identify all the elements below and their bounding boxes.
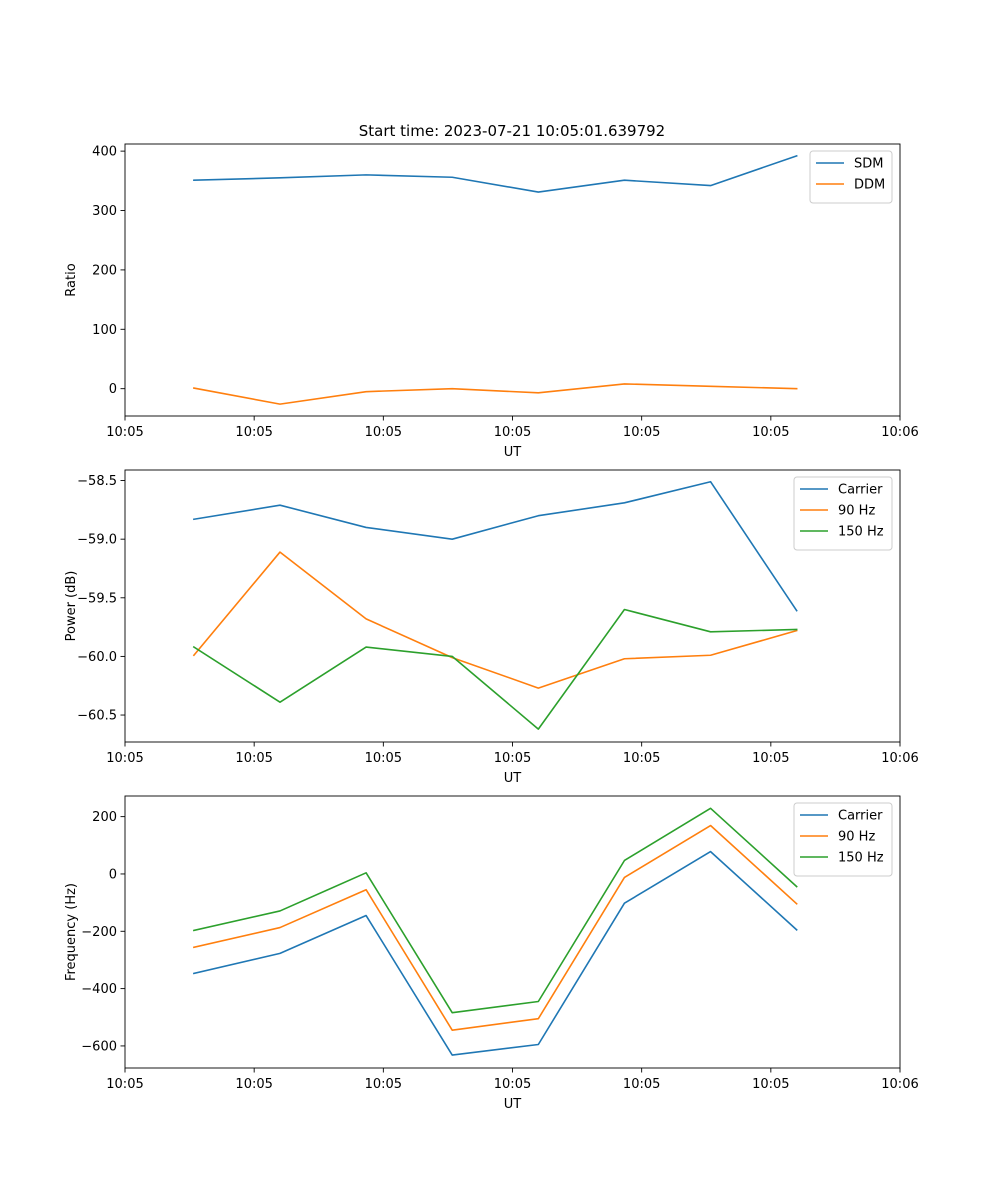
legend-label: DDM <box>854 178 885 193</box>
x-tick-label: 10:05 <box>106 751 143 766</box>
y-tick-label: −60.0 <box>77 650 117 665</box>
y-tick-label: 100 <box>92 323 117 338</box>
y-tick-label: 0 <box>109 867 117 882</box>
x-tick-label: 10:05 <box>752 1077 789 1092</box>
x-tick-label: 10:05 <box>365 1077 402 1092</box>
y-tick-label: −59.5 <box>77 591 117 606</box>
y-axis-label: Frequency (Hz) <box>64 883 79 981</box>
legend: Carrier 90 Hz 150 Hz <box>793 802 893 877</box>
figure-title: Start time: 2023-07-21 10:05:01.639792 <box>359 122 665 140</box>
series-line-150-hz <box>192 608 798 730</box>
legend-label: 90 Hz <box>838 830 875 845</box>
y-axis-label: Ratio <box>64 263 79 296</box>
series-line-carrier <box>192 850 798 1056</box>
x-tick-label: 10:05 <box>494 425 531 440</box>
chart-panel-1: 0 100 200 300 400 10:05 10:05 10:05 10:05 10:05 10… <box>64 143 919 460</box>
y-tick-label: −200 <box>81 925 117 940</box>
x-tick-label: 10:05 <box>235 425 272 440</box>
y-tick-label: 0 <box>109 382 117 397</box>
x-tick-label: 10:05 <box>623 425 660 440</box>
y-tick-label: 400 <box>92 145 117 160</box>
x-tick-label: 10:05 <box>235 751 272 766</box>
y-tick-label: −60.5 <box>77 709 117 724</box>
legend-box <box>809 150 893 204</box>
panels: 0 100 200 300 400 10:05 10:05 10:05 10:05 10:05 10… <box>64 143 919 1112</box>
x-tick-label: 10:05 <box>752 425 789 440</box>
legend: Carrier 90 Hz 150 Hz <box>793 476 893 551</box>
y-tick-label: −59.0 <box>77 533 117 548</box>
x-tick-label: 10:05 <box>106 425 143 440</box>
y-tick-label: −600 <box>81 1039 117 1054</box>
y-tick-label: 300 <box>92 204 117 219</box>
y-tick-label: 200 <box>92 263 117 278</box>
x-tick-label: 10:05 <box>494 751 531 766</box>
y-axis-label: Power (dB) <box>64 571 79 642</box>
x-tick-label: 10:05 <box>494 1077 531 1092</box>
x-tick-label: 10:06 <box>881 751 918 766</box>
plot-area <box>125 796 900 1068</box>
legend-label: 90 Hz <box>838 504 875 519</box>
series-line-carrier <box>192 480 798 612</box>
x-tick-label: 10:06 <box>881 425 918 440</box>
x-tick-label: 10:05 <box>365 425 402 440</box>
x-tick-label: 10:06 <box>881 1077 918 1092</box>
series-line-ddm <box>192 383 798 405</box>
x-tick-label: 10:05 <box>623 1077 660 1092</box>
x-axis-label: UT <box>504 771 522 786</box>
series-line-sdm <box>193 154 798 193</box>
series-line-90-hz <box>192 551 798 689</box>
legend-label: 150 Hz <box>838 851 884 866</box>
legend-label: Carrier <box>838 809 883 824</box>
plot-area <box>125 144 900 416</box>
series-line-150-hz <box>192 807 798 1014</box>
x-tick-label: 10:05 <box>752 751 789 766</box>
legend: SDM DDM <box>809 150 893 204</box>
legend-label: 150 Hz <box>838 525 884 540</box>
x-tick-label: 10:05 <box>365 751 402 766</box>
y-tick-label: −58.5 <box>77 474 117 489</box>
x-axis-label: UT <box>504 445 522 460</box>
plot-area <box>125 470 900 742</box>
x-tick-label: 10:05 <box>623 751 660 766</box>
x-tick-label: 10:05 <box>235 1077 272 1092</box>
legend-label: Carrier <box>838 483 883 498</box>
y-tick-label: −400 <box>81 982 117 997</box>
y-tick-label: 200 <box>92 810 117 825</box>
chart-panel-2: −58.5 −59.0 −59.5 −60.0 −60.5 10:05 10:05 10:05… <box>64 469 919 786</box>
x-tick-label: 10:05 <box>106 1077 143 1092</box>
x-axis-label: UT <box>504 1097 522 1112</box>
legend-label: SDM <box>854 157 883 172</box>
chart-panel-3: 200 0 −200 −400 −600 10:05 10:05 10:05 10:05 10:0… <box>64 795 919 1112</box>
series-line-90-hz <box>192 824 798 1031</box>
